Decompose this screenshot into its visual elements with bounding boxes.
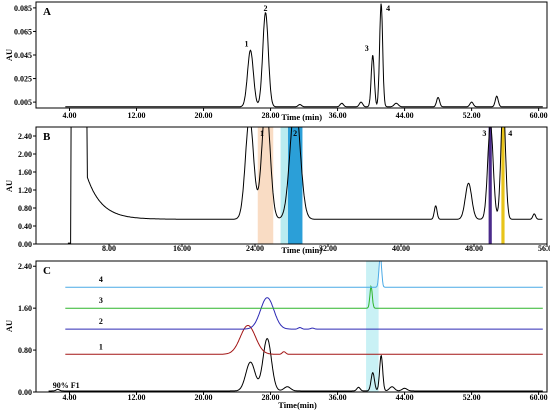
x-tick-label: 52.00 — [463, 393, 481, 402]
y-tick-label: 1.60 — [18, 168, 32, 177]
y-tick-label: 0.00 — [18, 388, 32, 397]
y-tick-label: 0.025 — [14, 75, 32, 84]
x-tick-label: 28.00 — [262, 111, 280, 120]
fraction-band-2 — [280, 127, 288, 244]
x-tick-label: 4.00 — [63, 111, 77, 120]
x-axis-label: Time (min) — [281, 112, 322, 122]
x-tick-label: 20.00 — [195, 111, 213, 120]
y-tick-label: 1.20 — [18, 186, 32, 195]
trace-line-1 — [65, 325, 543, 355]
y-axis-label: AU — [4, 49, 14, 61]
panel-label: B — [43, 131, 51, 143]
y-tick-label: 0.00 — [18, 240, 32, 249]
x-tick-label: 44.00 — [396, 393, 414, 402]
y-tick-label: 0.80 — [18, 346, 32, 355]
peak-label: 3 — [365, 44, 369, 53]
trace-line-main — [65, 3, 543, 108]
highlight-band — [366, 261, 379, 392]
x-axis-label: Time (min) — [281, 245, 322, 255]
y-axis-label: AU — [4, 180, 14, 192]
x-axis-label: Time(min) — [278, 400, 317, 410]
y-tick-label: 0.065 — [14, 27, 32, 36]
y-tick-label: 2.00 — [18, 150, 32, 159]
fraction-band-4 — [501, 127, 505, 244]
y-tick-label: 0.80 — [18, 204, 32, 213]
peak-label: 2 — [264, 4, 268, 13]
panel-b: 12348.0016.0024.0032.0040.0048.0056.000.… — [4, 126, 550, 255]
x-tick-label: 44.00 — [396, 111, 414, 120]
x-tick-label: 12.00 — [128, 393, 146, 402]
trace-line-90F1 — [48, 337, 543, 392]
peak-label: 3 — [482, 129, 486, 138]
plot-frame — [35, 126, 548, 245]
x-tick-label: 56.00 — [538, 244, 550, 253]
trace-line-main — [67, 127, 543, 244]
x-tick-label: 4.00 — [63, 393, 77, 402]
y-tick-label: 0.085 — [14, 4, 32, 13]
trace-label: 1 — [99, 342, 103, 351]
y-tick-label: 2.40 — [18, 262, 32, 271]
panel-label: C — [43, 265, 51, 277]
trace-label: 3 — [99, 296, 103, 305]
trace-label: 90% F1 — [53, 381, 80, 390]
y-tick-label: 0.005 — [14, 98, 32, 107]
trace-line-4 — [65, 261, 543, 288]
x-tick-label: 12.00 — [128, 111, 146, 120]
peak-label: 4 — [386, 4, 390, 13]
trace-label: 2 — [99, 317, 103, 326]
x-tick-label: 60.00 — [530, 111, 548, 120]
x-tick-label: 20.00 — [195, 393, 213, 402]
x-tick-label: 40.00 — [392, 244, 410, 253]
trace-line-3 — [65, 284, 543, 309]
fraction-band-3 — [488, 127, 492, 244]
y-tick-label: 0.045 — [14, 51, 32, 60]
x-tick-label: 32.00 — [319, 244, 337, 253]
fraction-band-1 — [257, 127, 274, 244]
x-tick-label: 28.00 — [262, 393, 280, 402]
fraction-band-2 — [287, 127, 303, 244]
y-tick-label: 1.60 — [18, 304, 32, 313]
x-tick-label: 8.00 — [102, 244, 116, 253]
x-tick-label: 52.00 — [463, 111, 481, 120]
peak-label: 1 — [260, 129, 264, 138]
x-tick-label: 60.00 — [530, 393, 548, 402]
plot-frame — [35, 1, 548, 109]
y-tick-label: 0.40 — [18, 222, 32, 231]
x-tick-label: 24.00 — [246, 244, 264, 253]
plot-frame — [35, 260, 548, 393]
x-tick-label: 36.00 — [329, 111, 347, 120]
peak-label: 1 — [244, 39, 248, 48]
y-tick-label: 2.40 — [18, 132, 32, 141]
panel-label: A — [43, 6, 51, 18]
x-tick-label: 48.00 — [465, 244, 483, 253]
x-tick-label: 16.00 — [173, 244, 191, 253]
x-tick-label: 36.00 — [329, 393, 347, 402]
trace-label: 4 — [99, 275, 103, 284]
peak-label: 2 — [293, 129, 297, 138]
peak-label: 4 — [508, 129, 512, 138]
trace-line-2 — [65, 297, 543, 330]
y-axis-label: AU — [4, 320, 14, 332]
